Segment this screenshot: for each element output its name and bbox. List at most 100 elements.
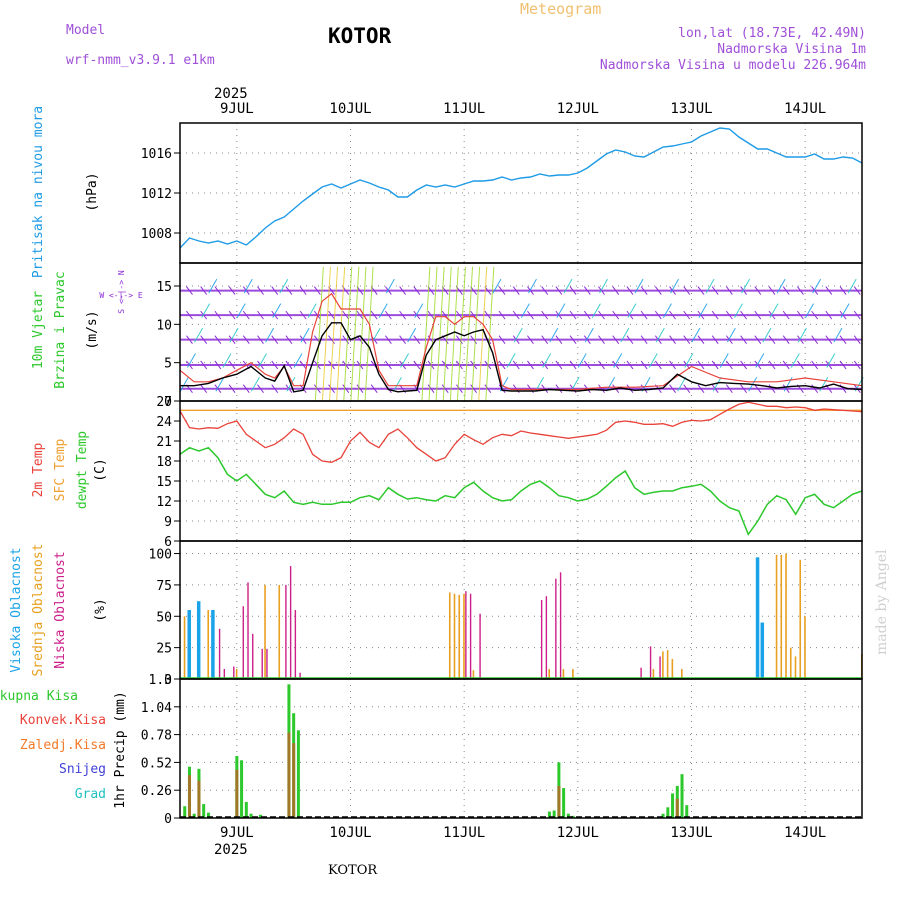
total-precip-bar	[202, 804, 206, 818]
wind-feather	[384, 335, 392, 344]
wind-barb	[620, 327, 630, 343]
wind-feather	[669, 335, 676, 344]
wind-feather	[242, 384, 250, 394]
wind-feather	[768, 384, 776, 394]
precip-frame	[179, 678, 863, 819]
wind-feather	[740, 384, 747, 394]
wind-feather	[257, 310, 264, 320]
low-cloud-bar	[299, 672, 301, 679]
wind-barb	[805, 303, 814, 318]
wind-feather	[555, 286, 563, 295]
wind-barb	[556, 303, 566, 318]
wind-barb	[755, 353, 765, 368]
wind-barb	[435, 266, 445, 402]
day-label-top: 9JUL	[220, 101, 254, 117]
wind-feather	[711, 286, 719, 295]
low-cloud-bar	[233, 666, 235, 679]
temperature-tick-label: 15	[156, 475, 172, 490]
pressure-line	[179, 127, 863, 249]
low-cloud-bar	[242, 606, 244, 679]
low-cloud-bar	[469, 593, 472, 679]
wind-feather	[370, 384, 378, 394]
wind-barb	[719, 353, 729, 368]
wind-feather	[413, 286, 421, 295]
wind-feather	[612, 335, 620, 344]
wind-feather	[782, 310, 790, 320]
day-label-bottom: 13JUL	[670, 825, 712, 841]
wind-frame	[179, 262, 863, 402]
wind-feather	[669, 360, 676, 370]
high-cloud-bar	[196, 601, 201, 679]
day-label-bottom: 11JUL	[443, 825, 485, 841]
year-bottom: 2025	[214, 842, 248, 858]
wind-feather	[285, 335, 293, 344]
wind-feather	[555, 384, 563, 394]
precip-tick-label: 0.52	[141, 756, 172, 771]
cloud-tick-label: 50	[156, 610, 172, 625]
wind-feather	[427, 384, 435, 394]
temp-2m-line	[179, 401, 863, 463]
wind-feather	[228, 286, 236, 295]
wind-feather	[697, 384, 705, 394]
wind-feather	[782, 286, 790, 295]
temperature-tick-label: 18	[156, 455, 172, 470]
wind-feather	[711, 310, 719, 320]
temp-label-dewpt: dewpt Temp	[75, 431, 90, 509]
wind-barb	[591, 303, 601, 318]
wind-speed-line	[180, 322, 863, 393]
chart-title: Meteogram	[520, 0, 601, 18]
low-cloud-bar	[479, 613, 481, 679]
wind-feather	[782, 360, 790, 370]
wind-feather	[768, 360, 776, 370]
wind-feather	[626, 286, 634, 295]
wind-feather	[683, 286, 691, 295]
wind-feather	[754, 286, 762, 295]
wind-feather	[214, 310, 222, 320]
wind-barb	[300, 327, 310, 343]
mid-cloud-bar	[652, 668, 655, 679]
wind-feather	[725, 286, 733, 295]
pressure-unit: (hPa)	[85, 172, 100, 211]
high-cloud-bar	[755, 557, 760, 679]
day-label-top: 10JUL	[329, 101, 371, 117]
wind-feather	[612, 286, 620, 295]
mid-cloud-bar	[671, 658, 674, 679]
total-precip-bar	[562, 788, 566, 818]
wind-feather	[257, 286, 264, 295]
wind-barb	[400, 353, 410, 368]
temperature-tick-label: 21	[156, 435, 172, 450]
wind-feather	[299, 286, 307, 295]
year-top: 2025	[214, 86, 248, 102]
wind-barb	[414, 303, 424, 318]
day-label-bottom: 10JUL	[329, 825, 371, 841]
wind-barb	[329, 266, 339, 402]
wind-feather	[740, 310, 747, 320]
pressure-label: Pritisak na nivou mora	[31, 106, 46, 278]
wind-feather	[612, 310, 620, 320]
wind-feather	[626, 335, 634, 344]
low-cloud-bar	[640, 667, 642, 679]
wind-barb	[833, 327, 843, 343]
low-cloud-bar	[247, 582, 249, 679]
wind-barb	[350, 266, 360, 402]
mid-cloud-bar	[794, 656, 797, 679]
wind-barb	[826, 353, 836, 368]
mid-cloud-bar	[278, 584, 281, 679]
mid-cloud-bar	[183, 616, 186, 679]
total-precip-bar	[244, 801, 248, 818]
cloud-tick-label: 25	[156, 642, 172, 657]
wind-barb	[236, 303, 246, 318]
wind-feather	[484, 384, 492, 394]
wind-barb	[449, 266, 459, 402]
day-label-top: 11JUL	[443, 101, 485, 117]
wind-feather	[200, 360, 208, 370]
day-label-bottom: 9JUL	[220, 825, 254, 841]
conv-precip-bar	[235, 769, 239, 818]
wind-feather	[399, 310, 406, 320]
total-precip-bar	[192, 813, 196, 818]
wind-feather	[257, 384, 264, 394]
wind-feather	[200, 384, 208, 394]
wind-barb	[599, 278, 608, 294]
total-precip-bar	[685, 805, 689, 818]
wind-barb	[371, 327, 381, 343]
